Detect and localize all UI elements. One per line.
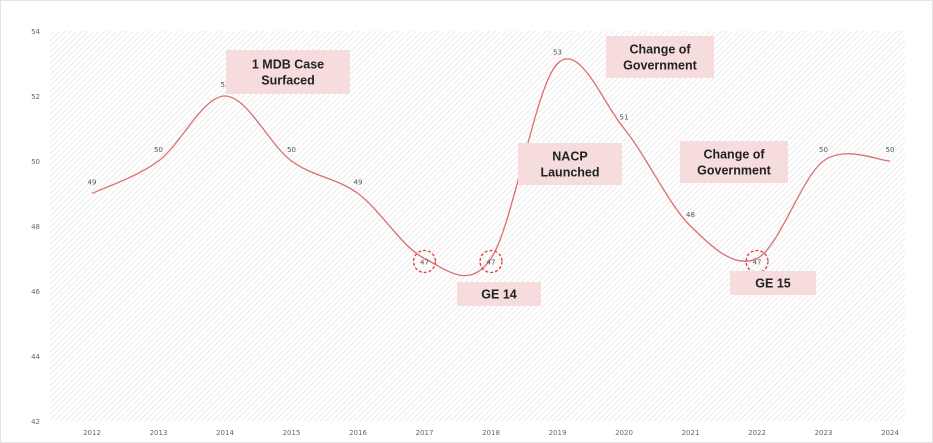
annotation-text: Launched <box>540 166 599 180</box>
x-tick-label: 2014 <box>216 429 234 437</box>
data-label: 50 <box>886 146 895 154</box>
data-labels: 49 50 52 50 49 47 47 53 51 48 47 50 50 <box>88 49 895 267</box>
y-axis: 42 44 46 48 50 52 54 <box>31 28 40 426</box>
annotation-text: NACP <box>552 150 587 164</box>
data-label: 51 <box>620 114 629 122</box>
data-label: 49 <box>88 179 97 187</box>
x-tick-label: 2021 <box>682 429 700 437</box>
data-label: 52 <box>221 81 230 89</box>
highlight-circle <box>412 249 437 274</box>
x-tick-label: 2012 <box>83 429 101 437</box>
annotation-text: Change of <box>629 43 691 57</box>
x-tick-label: 2015 <box>283 429 301 437</box>
annotation-box <box>606 36 714 78</box>
annotation-text: Change of <box>703 148 765 162</box>
y-tick-label: 42 <box>31 418 40 426</box>
x-tick-label: 2023 <box>815 429 833 437</box>
x-tick-label: 2024 <box>881 429 899 437</box>
annotation-text: GE 15 <box>755 277 790 291</box>
annotation-box <box>457 282 541 306</box>
data-label: 48 <box>686 211 695 219</box>
annotation: Change of Government <box>680 141 788 183</box>
series-line <box>91 58 891 277</box>
x-tick-label: 2013 <box>150 429 168 437</box>
data-label: 50 <box>819 146 828 154</box>
annotation-text: 1 MDB Case <box>252 58 324 72</box>
y-tick-label: 52 <box>31 93 40 101</box>
x-axis: 2012 2013 2014 2015 2016 2017 2018 2019 2020 2021… <box>83 429 899 437</box>
x-tick-label: 2018 <box>482 429 500 437</box>
annotation-text: GE 14 <box>481 288 516 302</box>
annotation: 1 MDB Case Surfaced <box>226 50 350 94</box>
annotation: NACP Launched <box>518 143 622 185</box>
data-label: 50 <box>154 146 163 154</box>
annotation-box <box>226 50 350 94</box>
highlight-circle <box>479 249 503 274</box>
annotation-text: Government <box>697 164 771 178</box>
x-tick-label: 2017 <box>416 429 434 437</box>
y-tick-label: 54 <box>31 28 40 36</box>
plot-area <box>50 31 905 421</box>
annotation-text: Government <box>623 59 697 73</box>
x-tick-label: 2022 <box>748 429 766 437</box>
annotation-box <box>680 141 788 183</box>
x-tick-label: 2019 <box>549 429 567 437</box>
data-label: 53 <box>553 49 562 57</box>
annotation: Change of Government <box>606 36 714 78</box>
annotations: 1 MDB Case Surfaced GE 14 NACP Launched Chang… <box>226 36 816 306</box>
y-tick-label: 50 <box>31 158 40 166</box>
data-label: 47 <box>420 259 429 267</box>
y-tick-label: 48 <box>31 223 40 231</box>
annotation-box <box>730 271 816 295</box>
annotation: GE 14 <box>457 282 541 306</box>
y-tick-label: 46 <box>31 288 40 296</box>
data-label: 50 <box>287 146 296 154</box>
annotation-box <box>518 143 622 185</box>
x-tick-label: 2016 <box>349 429 367 437</box>
x-tick-label: 2020 <box>615 429 633 437</box>
data-label: 47 <box>487 259 496 267</box>
data-label: 47 <box>753 259 762 267</box>
annotation-text: Surfaced <box>261 74 315 88</box>
data-label: 49 <box>354 179 363 187</box>
y-tick-label: 44 <box>31 353 40 361</box>
annotation: GE 15 <box>730 271 816 295</box>
